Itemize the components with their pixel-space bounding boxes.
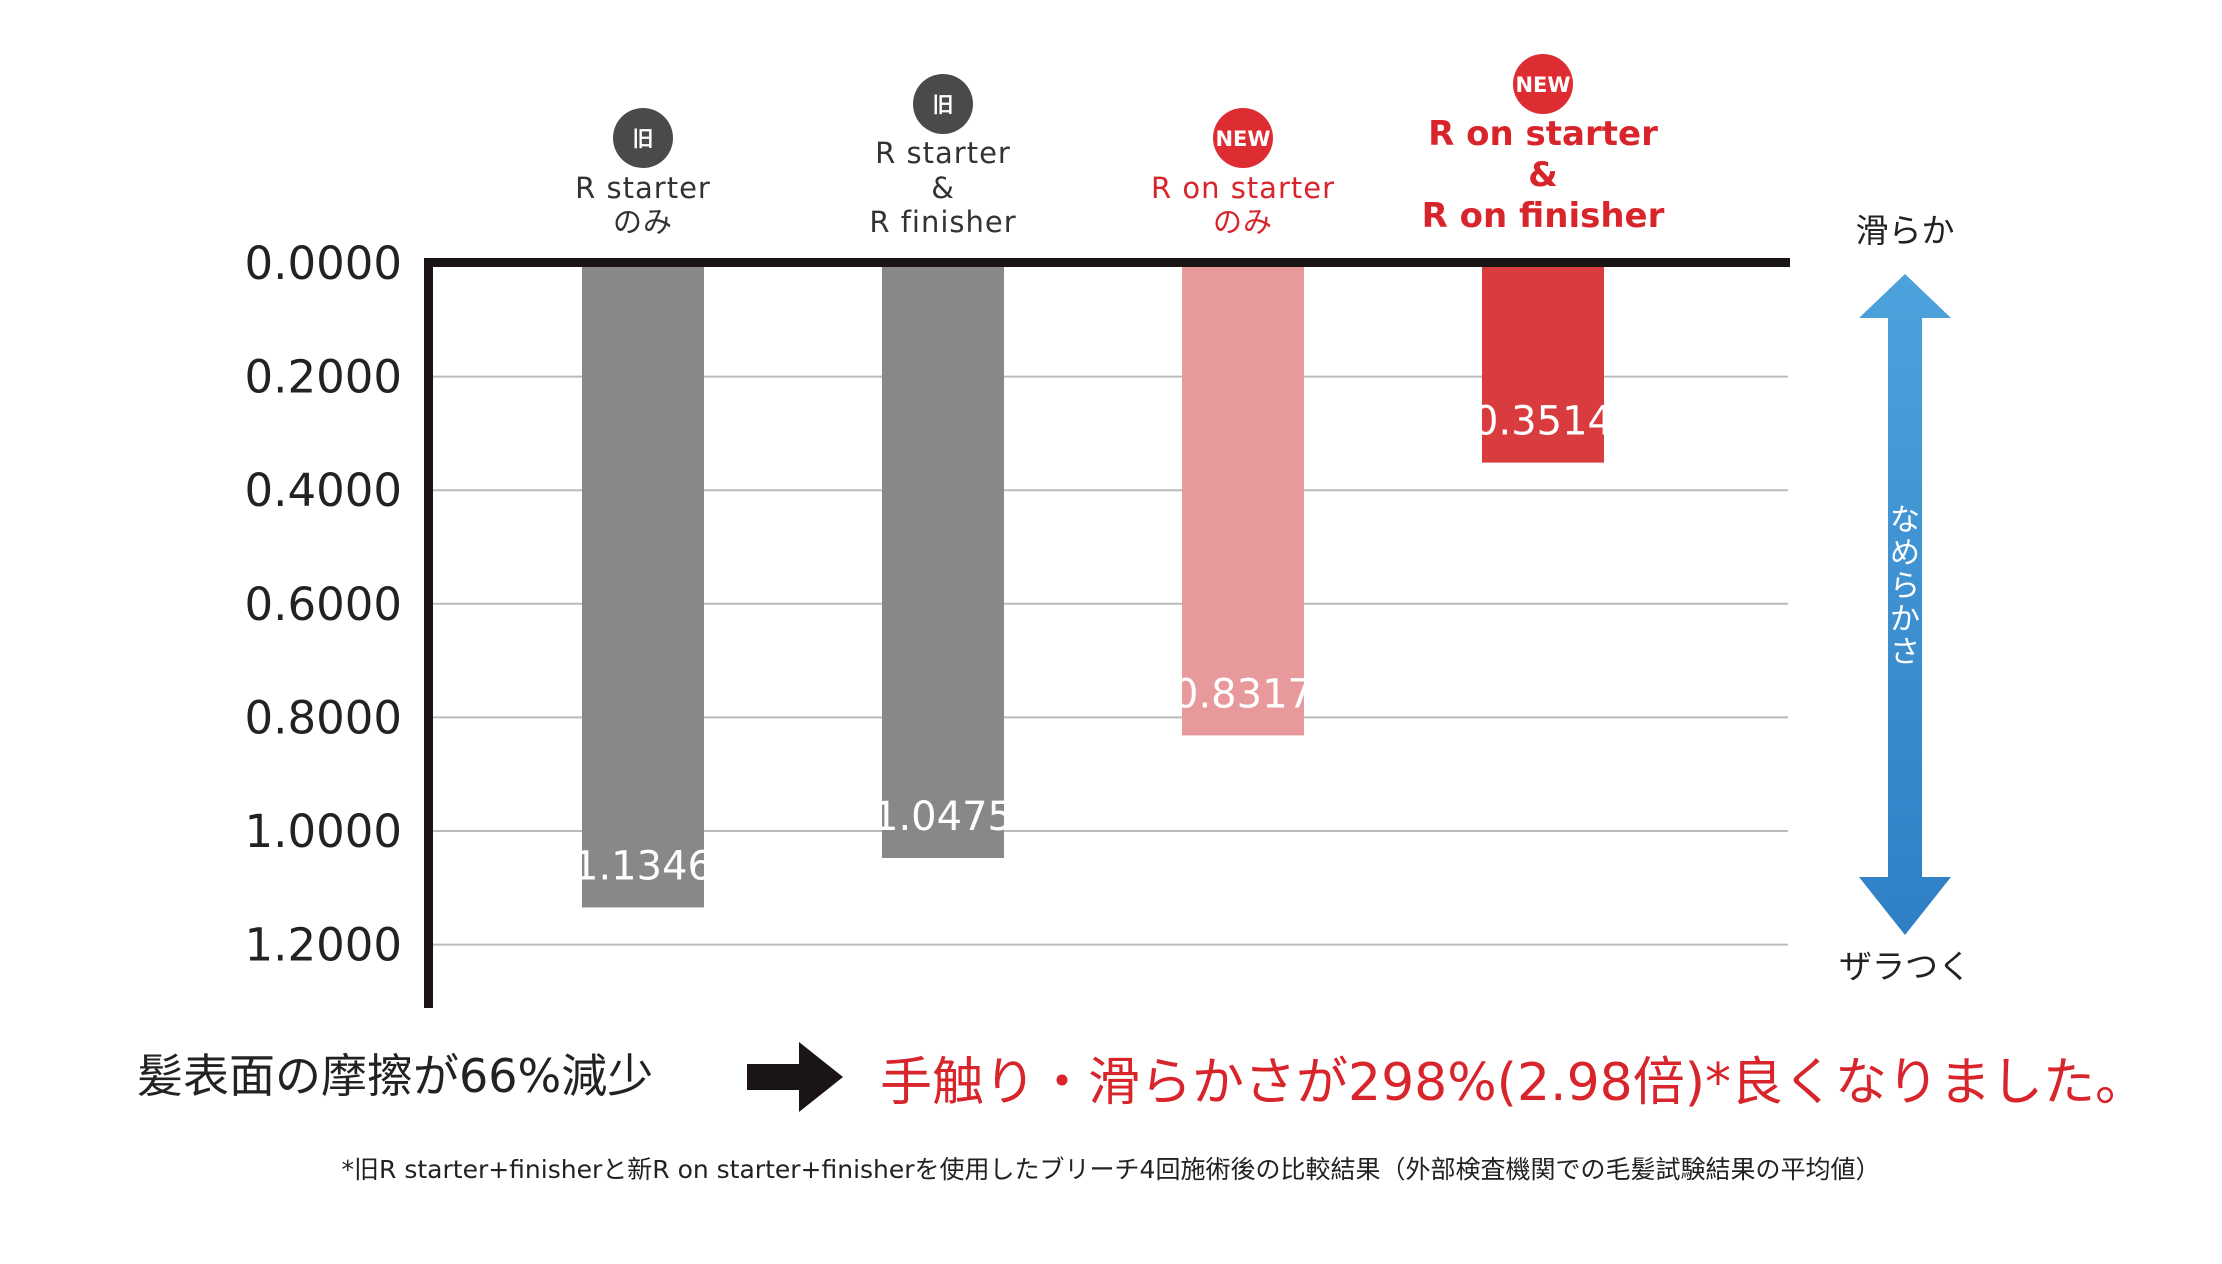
category-label-line: R on starter — [1151, 171, 1335, 205]
scale-axis-label-char: め — [1890, 536, 1920, 571]
y-tick-label: 0.8000 — [245, 691, 402, 744]
bar-value-label: 1.1346 — [573, 843, 713, 889]
category-label-line: のみ — [1213, 205, 1273, 239]
double-arrow-icon — [1859, 274, 1951, 935]
y-axis-line — [424, 258, 433, 1008]
category-label-line: & — [931, 171, 955, 205]
y-tick-label: 1.2000 — [245, 919, 402, 972]
category-label-line: R starter — [875, 136, 1011, 170]
bar-2 — [882, 263, 1004, 858]
badge-label: 旧 — [933, 93, 954, 117]
scale-axis-label-char: か — [1890, 602, 1920, 637]
bar-value-label: 0.8317 — [1173, 671, 1313, 717]
badge-label: 旧 — [633, 127, 654, 151]
bar-3 — [1182, 263, 1304, 736]
smoothness-improvement-text: 手触り・滑らかさが298%(2.98倍)*良くなりました。 — [880, 1053, 2148, 1113]
category-label-line: R on finisher — [1422, 196, 1665, 236]
scale-top-label: 滑らか — [1856, 211, 1955, 250]
new-badge — [1513, 54, 1573, 114]
y-axis-ticks: 0.0000 0.2000 0.4000 0.6000 0.8000 1.0000 1.20… — [245, 237, 402, 972]
old-badge — [913, 74, 973, 134]
category-label-line: のみ — [613, 205, 673, 239]
scale-axis-label-char: さ — [1890, 635, 1920, 670]
right-arrow-icon — [747, 1042, 843, 1112]
y-tick-label: 0.2000 — [245, 351, 402, 404]
category-label-line: & — [1528, 155, 1558, 195]
bar-4 — [1482, 263, 1604, 463]
scale-bottom-label: ザラつく — [1839, 947, 1971, 986]
y-tick-label: 0.4000 — [245, 464, 402, 517]
badge-label: NEW — [1215, 127, 1270, 151]
bar-1 — [582, 263, 704, 908]
scale-axis-label-char: な — [1890, 503, 1920, 538]
y-tick-label: 0.6000 — [245, 578, 402, 631]
friction-reduction-text: 髪表面の摩擦が66%減少 — [137, 1049, 654, 1103]
x-axis-line — [424, 258, 1790, 267]
axes — [424, 258, 1790, 1008]
category-label-line: R starter — [575, 171, 711, 205]
bar-value-label: 0.3514 — [1473, 399, 1613, 445]
y-tick-label: 1.0000 — [245, 805, 402, 858]
badge-label: NEW — [1515, 73, 1570, 97]
footnote: *旧R starter+finisherと新R on starter+finis… — [341, 1155, 1881, 1184]
bars: 1.1346 1.0475 0.8317 0.3514 — [573, 263, 1613, 908]
category-label-line: R on starter — [1428, 114, 1658, 154]
y-tick-label: 0.0000 — [245, 237, 402, 290]
scale-axis-label-char: ら — [1890, 569, 1920, 604]
bar-value-label: 1.0475 — [873, 794, 1013, 840]
new-badge — [1213, 108, 1273, 168]
old-badge — [613, 108, 673, 168]
category-label-line: R finisher — [869, 205, 1016, 239]
